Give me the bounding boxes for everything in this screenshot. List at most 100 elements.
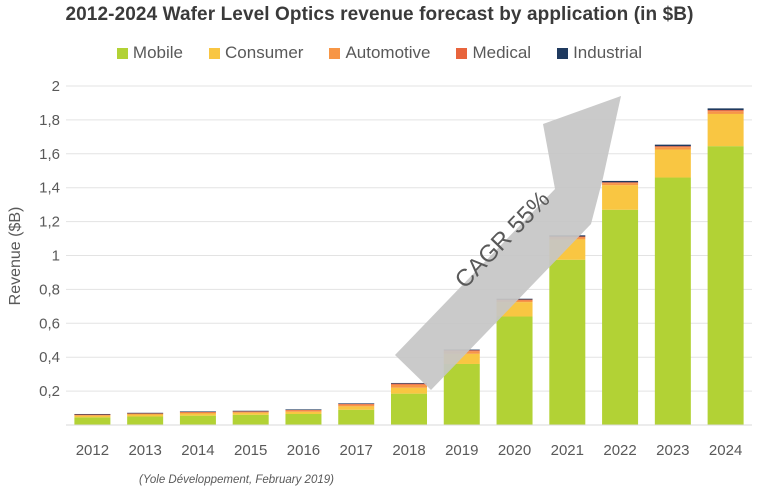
bar-medical-2017 (338, 403, 375, 405)
bar-consumer-2016 (285, 411, 322, 414)
bar-mobile-2022 (602, 209, 639, 425)
bar-medical-2015 (232, 411, 269, 412)
legend-label-mobile: Mobile (132, 43, 184, 62)
bar-stack-2024 (707, 108, 744, 426)
x-tick-label: 2021 (551, 442, 584, 459)
y-tick-label: 1 (52, 248, 60, 265)
bar-consumer-2017 (338, 406, 375, 410)
legend-item-consumer: Consumer (209, 43, 303, 63)
y-tick-label: 0,6 (39, 315, 60, 332)
bar-consumer-2018 (391, 387, 427, 394)
bar-automotive-2018 (391, 384, 427, 388)
bar-industrial-2017 (338, 403, 375, 404)
bar-mobile-2024 (707, 146, 744, 426)
bar-automotive-2022 (602, 183, 639, 186)
bar-medical-2012 (74, 414, 111, 415)
y-tick-label: 0,4 (39, 349, 60, 366)
bar-stack-2012 (74, 413, 111, 425)
bar-mobile-2017 (338, 409, 375, 425)
bar-medical-2016 (285, 409, 322, 411)
y-tick-label: 1,2 (39, 214, 60, 231)
bar-stack-2019 (443, 349, 480, 425)
x-tick-label: 2013 (128, 442, 161, 459)
bar-consumer-2022 (602, 185, 639, 210)
bar-mobile-2012 (74, 417, 111, 425)
y-tick-label: 2 (52, 78, 60, 95)
x-tick-label: 2022 (603, 442, 636, 459)
bar-automotive-2024 (707, 111, 744, 114)
y-tick-label: 1,8 (39, 112, 60, 129)
bar-stack-2020 (496, 298, 533, 425)
bar-mobile-2019 (443, 363, 480, 425)
bar-automotive-2023 (654, 147, 691, 150)
bar-industrial-2024 (707, 108, 744, 111)
bar-mobile-2020 (496, 316, 533, 425)
bar-industrial-2023 (654, 144, 691, 147)
bar-industrial-2014 (179, 411, 216, 413)
bar-medical-2024 (707, 110, 744, 112)
bar-consumer-2012 (74, 415, 111, 418)
bar-stack-2017 (338, 403, 375, 425)
bar-stack-2014 (179, 411, 216, 425)
bar-stacks (74, 108, 744, 426)
legend-item-industrial: Industrial (557, 43, 642, 63)
y-tick-label: 1,4 (39, 180, 60, 197)
bar-industrial-2016 (285, 409, 322, 411)
bar-consumer-2014 (179, 413, 216, 416)
bar-stack-2013 (127, 412, 164, 425)
bar-stack-2016 (285, 409, 322, 425)
x-tick-label: 2012 (76, 442, 109, 459)
bar-industrial-2022 (602, 180, 639, 183)
bar-automotive-2012 (74, 414, 111, 416)
bar-consumer-2015 (232, 412, 269, 415)
x-tick-label: 2018 (392, 442, 425, 459)
source-note: (Yole Développement, February 2019) (139, 474, 334, 486)
x-tick-label: 2023 (656, 442, 689, 459)
bar-consumer-2024 (707, 113, 744, 147)
legend-label-medical: Medical (472, 43, 532, 62)
cagr-arrow-shape (395, 96, 621, 390)
legend-swatch-automotive (329, 47, 341, 59)
y-tick-label: 1,6 (39, 146, 60, 163)
bar-consumer-2013 (127, 414, 164, 417)
bar-automotive-2014 (179, 412, 216, 414)
bar-medical-2014 (179, 411, 216, 413)
legend-item-mobile: Mobile (116, 43, 184, 63)
legend-item-automotive: Automotive (329, 43, 430, 63)
x-tick-label: 2016 (287, 442, 320, 459)
legend-label-consumer: Consumer (225, 43, 304, 62)
x-tick-label: 2015 (234, 442, 267, 459)
bar-industrial-2012 (74, 413, 111, 415)
legend-label-industrial: Industrial (573, 43, 643, 62)
bar-mobile-2014 (179, 415, 216, 425)
y-tick-label: 0,2 (39, 383, 60, 400)
bar-medical-2023 (654, 146, 691, 148)
legend-label-automotive: Automotive (345, 43, 431, 62)
bar-medical-2022 (602, 182, 639, 184)
bar-mobile-2021 (549, 259, 586, 425)
bar-medical-2013 (127, 413, 164, 414)
bar-mobile-2016 (285, 413, 322, 425)
x-tick-label: 2020 (498, 442, 531, 459)
y-tick-label: 0,8 (39, 281, 60, 298)
bar-industrial-2018 (391, 382, 427, 384)
bar-stack-2023 (654, 144, 691, 425)
legend-swatch-mobile (116, 47, 128, 59)
bar-mobile-2018 (391, 393, 427, 425)
x-tick-label: 2024 (709, 442, 742, 459)
bar-industrial-2015 (232, 410, 269, 412)
x-tick-label: 2019 (445, 442, 478, 459)
legend-item-medical: Medical (456, 43, 531, 63)
bar-medical-2018 (391, 383, 427, 385)
bar-stack-2022 (602, 180, 639, 425)
bar-mobile-2023 (654, 177, 691, 425)
bar-automotive-2016 (285, 410, 322, 412)
x-tick-label: 2017 (340, 442, 373, 459)
legend: Mobile Consumer Automotive Medical Indus… (0, 43, 759, 63)
bar-consumer-2023 (654, 149, 691, 178)
bar-stack-2018 (391, 382, 427, 425)
bar-stack-2021 (549, 235, 586, 425)
legend-swatch-consumer (209, 47, 221, 59)
x-axis-ticks: 2012 2013 2014 2015 2016 2017 2018 2019 2020 2021… (76, 442, 743, 459)
